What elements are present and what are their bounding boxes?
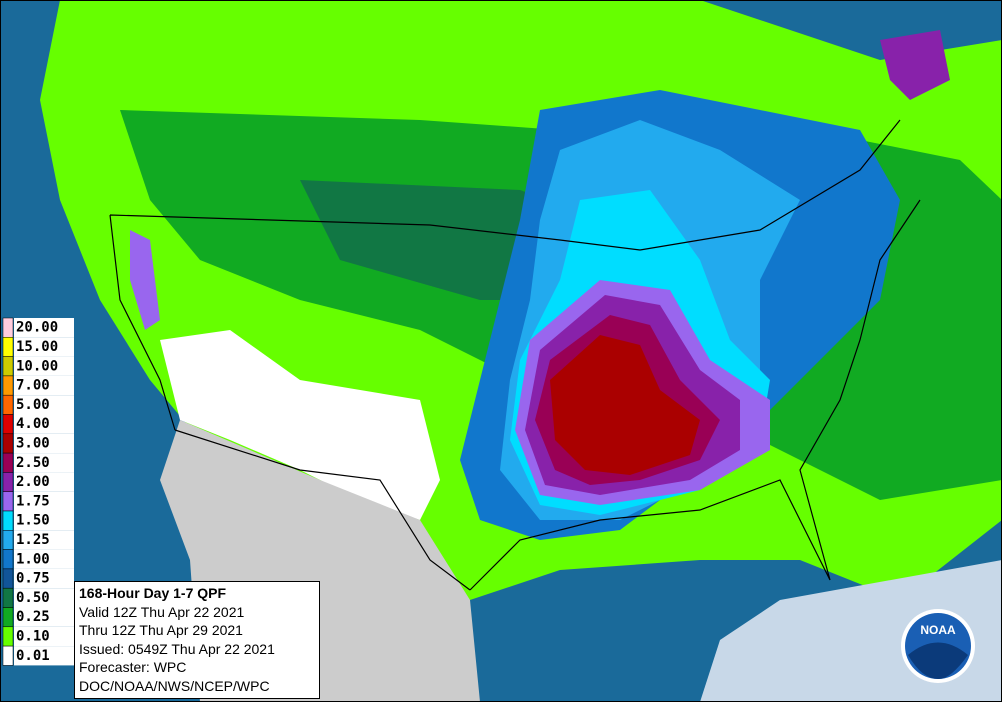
legend-label: 4.00	[16, 416, 50, 432]
logo-text: NOAA	[920, 623, 956, 637]
legend-label-bg	[14, 375, 74, 396]
legend-label: 0.25	[16, 609, 50, 625]
legend-label: 0.75	[16, 571, 50, 587]
legend-label: 0.10	[16, 628, 50, 644]
legend-label-bg	[14, 607, 74, 627]
legend-swatch	[2, 491, 14, 512]
legend-swatch	[2, 626, 14, 647]
legend-label-bg	[14, 588, 74, 608]
info-box: 168-Hour Day 1-7 QPF Valid 12Z Thu Apr 2…	[74, 581, 320, 699]
legend-label: 1.25	[16, 532, 50, 548]
legend-label: 10.00	[16, 358, 58, 374]
legend-label-bg	[14, 337, 74, 357]
legend-label-bg	[14, 318, 74, 338]
legend-swatch	[2, 530, 14, 550]
legend-label: 0.50	[16, 590, 50, 606]
legend-label-bg	[14, 356, 74, 376]
legend-label-bg	[14, 491, 74, 511]
legend-swatch	[2, 317, 14, 338]
sierra-maximum	[130, 230, 160, 330]
legend-label-bg	[14, 568, 74, 589]
legend-label-bg	[14, 511, 74, 531]
legend-label-bg	[14, 395, 74, 415]
legend-label: 2.00	[16, 474, 50, 490]
legend-label: 1.50	[16, 513, 50, 529]
legend-label: 0.01	[16, 648, 50, 664]
dry-southwest	[160, 330, 440, 520]
legend-swatch	[2, 607, 14, 628]
legend-swatch	[2, 356, 14, 377]
legend-swatch	[2, 337, 14, 357]
legend-label-bg	[14, 472, 74, 492]
legend-label-bg	[14, 646, 74, 666]
quebec-maximum	[880, 30, 950, 100]
legend-label: 1.75	[16, 493, 50, 509]
legend-swatch	[2, 587, 14, 608]
coastline	[469, 199, 921, 591]
legend-swatch	[2, 472, 14, 492]
legend: 20.00 15.00 10.00 7.00 5.00 4.00 3.00 2.50 2.00 1…	[2, 317, 74, 666]
legend-label: 3.00	[16, 435, 50, 451]
legend-label-bg	[14, 414, 74, 434]
legend-label-bg	[14, 433, 74, 454]
noaa-logo: NOAA	[901, 609, 975, 683]
legend-label-bg	[14, 549, 74, 569]
legend-swatch	[2, 394, 14, 415]
legend-label-bg	[14, 530, 74, 550]
info-line: Forecaster: WPC	[79, 659, 187, 676]
info-line: Issued: 0549Z Thu Apr 22 2021	[79, 640, 275, 657]
logo-wave	[908, 642, 968, 680]
legend-label: 5.00	[16, 397, 50, 413]
info-line: Thru 12Z Thu Apr 29 2021	[79, 622, 243, 639]
borders	[109, 119, 901, 591]
legend-swatch	[2, 645, 14, 666]
legend-label: 1.00	[16, 551, 50, 567]
legend-swatch	[2, 452, 14, 473]
info-line: DOC/NOAA/NWS/NCEP/WPC	[79, 677, 270, 694]
legend-swatch	[2, 414, 14, 435]
info-title: 168-Hour Day 1-7 QPF	[79, 585, 227, 601]
legend-swatch	[2, 433, 14, 454]
red-region	[550, 335, 700, 475]
legend-label: 20.00	[16, 320, 58, 336]
legend-swatch	[2, 375, 14, 396]
legend-label: 2.50	[16, 455, 50, 471]
legend-label-bg	[14, 453, 74, 473]
legend-swatch	[2, 549, 14, 570]
legend-swatch	[2, 510, 14, 531]
legend-swatch	[2, 568, 14, 589]
legend-label: 7.00	[16, 378, 50, 394]
info-line: Valid 12Z Thu Apr 22 2021	[79, 603, 245, 620]
legend-label: 15.00	[16, 339, 58, 355]
legend-label-bg	[14, 626, 74, 647]
